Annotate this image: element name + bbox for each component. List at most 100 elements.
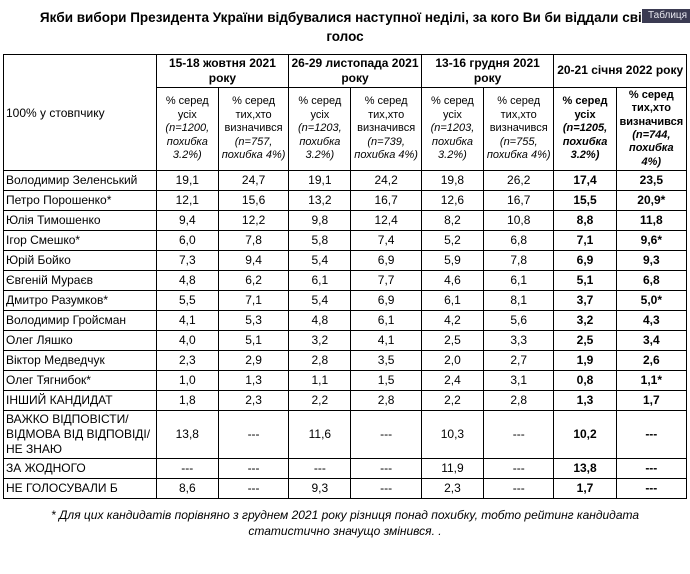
cell-value: 2,3 xyxy=(420,478,485,500)
subheader-row: % серед усіх (n=1200, похибка 3.2%) % се… xyxy=(4,86,688,172)
subheader-label: % серед тих,хто визначився xyxy=(224,95,283,135)
cell-value: 19,1 xyxy=(155,170,219,192)
subheader-jan-all: % серед усіх (n=1205, похибка 3.2%) xyxy=(553,86,617,172)
cell-value: 6,1 xyxy=(288,270,352,292)
cell-value: 2,3 xyxy=(155,350,219,372)
table-row: Олег Тягнибок* 1,0 1,3 1,1 1,5 2,4 3,1 0… xyxy=(3,370,688,392)
cell-value: 8,1 xyxy=(483,290,555,312)
cell-value: 7,1 xyxy=(553,230,617,252)
cell-value: 15,6 xyxy=(217,190,290,212)
cell-value: 5,4 xyxy=(288,290,352,312)
table-row: Юрій Бойко 7,3 9,4 5,4 6,9 5,9 7,8 6,9 9… xyxy=(3,250,688,272)
cell-candidate: Володимир Зеленський xyxy=(3,170,157,192)
cell-value: 11,6 xyxy=(288,410,352,460)
table-body: Володимир Зеленський 19,1 24,7 19,1 24,2… xyxy=(3,170,688,500)
cell-value: 16,7 xyxy=(483,190,555,212)
table-row: ВАЖКО ВІДПОВІСТИ/ ВІДМОВА ВІД ВІДПОВІДІ/… xyxy=(3,410,688,460)
cell-candidate: ЗА ЖОДНОГО xyxy=(3,458,157,480)
cell-value: 8,8 xyxy=(553,210,617,232)
cell-candidate: Юлія Тимошенко xyxy=(3,210,157,232)
table-row: Ігор Смешко* 6,0 7,8 5,8 7,4 5,2 6,8 7,1… xyxy=(3,230,688,252)
cell-value: 5,5 xyxy=(155,290,219,312)
cell-value: --- xyxy=(615,478,688,500)
cell-value: 7,1 xyxy=(217,290,290,312)
cell-value: 4,2 xyxy=(420,310,485,332)
cell-value: --- xyxy=(350,458,422,480)
cell-value: 5,1 xyxy=(217,330,290,352)
cell-value: 24,7 xyxy=(217,170,290,192)
cell-value: 6,1 xyxy=(420,290,485,312)
cell-candidate: Ігор Смешко* xyxy=(3,230,157,252)
table-row: Віктор Медведчук 2,3 2,9 2,8 3,5 2,0 2,7… xyxy=(3,350,688,372)
cell-value: 7,8 xyxy=(217,230,290,252)
subheader-label: % серед тих,хто визначився xyxy=(489,95,548,135)
cell-value: 1,7 xyxy=(553,478,617,500)
subheader-sample: (n=1200, похибка 3.2%) xyxy=(165,122,210,162)
subheader-sample: (n=755, похибка 4%) xyxy=(486,135,551,162)
cell-value: 2,5 xyxy=(553,330,617,352)
subheader-oct-all: % серед усіх (n=1200, похибка 3.2%) xyxy=(155,86,219,172)
subheader-dec-all: % серед усіх (n=1203, похибка 3.2%) xyxy=(420,86,485,172)
subheader-sample: (n=1203, похибка 3.2%) xyxy=(297,122,342,162)
cell-value: 2,7 xyxy=(483,350,555,372)
cell-value: 19,8 xyxy=(420,170,485,192)
cell-value: 5,6 xyxy=(483,310,555,332)
subheader-sample: (n=757, похибка 4%) xyxy=(221,135,286,162)
subheader-label: % серед усіх xyxy=(430,95,474,121)
cell-candidate: Петро Порошенко* xyxy=(3,190,157,212)
cell-value: 7,4 xyxy=(350,230,422,252)
cell-value: 4,6 xyxy=(420,270,485,292)
period-header-oct: 15-18 жовтня 2021 року xyxy=(155,53,290,88)
cell-value: 9,3 xyxy=(288,478,352,500)
subheader-nov-all: % серед усіх (n=1203, похибка 3.2%) xyxy=(288,86,352,172)
cell-value: 11,9 xyxy=(420,458,485,480)
cell-value: 6,2 xyxy=(217,270,290,292)
cell-value: 9,4 xyxy=(155,210,219,232)
cell-value: --- xyxy=(483,410,555,460)
cell-value: 2,0 xyxy=(420,350,485,372)
cell-value: 1,5 xyxy=(350,370,422,392)
cell-value: 2,8 xyxy=(350,390,422,412)
cell-value: 9,6* xyxy=(615,230,688,252)
cell-value: 1,7 xyxy=(615,390,688,412)
subheader-label: % серед усіх xyxy=(298,95,342,121)
subheader-oct-decided: % серед тих,хто визначився (n=757, похиб… xyxy=(217,86,290,172)
subheader-sample: (n=739, похибка 4%) xyxy=(354,135,418,162)
table-row: Володимир Гройсман 4,1 5,3 4,8 6,1 4,2 5… xyxy=(3,310,688,332)
cell-candidate: Євгеній Мураєв xyxy=(3,270,157,292)
cell-value: --- xyxy=(483,478,555,500)
table-row: Дмитро Разумков* 5,5 7,1 5,4 6,9 6,1 8,1… xyxy=(3,290,688,312)
cell-value: 1,0 xyxy=(155,370,219,392)
cell-value: 24,2 xyxy=(350,170,422,192)
cell-value: 9,3 xyxy=(615,250,688,272)
cell-candidate: Олег Тягнибок* xyxy=(3,370,157,392)
cell-value: 3,7 xyxy=(553,290,617,312)
cell-value: --- xyxy=(350,410,422,460)
cell-value: 11,8 xyxy=(615,210,688,232)
cell-value: 20,9* xyxy=(615,190,688,212)
period-header-nov: 26-29 листопада 2021 року xyxy=(288,53,422,88)
subheader-sample: (n=1205, похибка 3.2%) xyxy=(562,122,608,162)
cell-value: --- xyxy=(155,458,219,480)
cell-candidate: Юрій Бойко xyxy=(3,250,157,272)
cell-value: 12,4 xyxy=(350,210,422,232)
footnote: * Для цих кандидатів порівняно з груднем… xyxy=(50,508,640,539)
cell-value: 12,2 xyxy=(217,210,290,232)
cell-value: 7,7 xyxy=(350,270,422,292)
cell-value: 6,1 xyxy=(483,270,555,292)
subheader-sample: (n=744, похибка 4%) xyxy=(629,129,674,168)
cell-candidate: Олег Ляшко xyxy=(3,330,157,352)
cell-value: 1,3 xyxy=(553,390,617,412)
cell-value: 1,9 xyxy=(553,350,617,372)
cell-value: 5,3 xyxy=(217,310,290,332)
cell-value: 12,6 xyxy=(420,190,485,212)
cell-value: 2,2 xyxy=(288,390,352,412)
cell-value: 4,0 xyxy=(155,330,219,352)
cell-value: --- xyxy=(483,458,555,480)
cell-value: 1,1* xyxy=(615,370,688,392)
cell-value: 8,6 xyxy=(155,478,219,500)
cell-value: 0,8 xyxy=(553,370,617,392)
cell-value: 3,4 xyxy=(615,330,688,352)
cell-value: --- xyxy=(217,478,290,500)
subheader-nov-decided: % серед тих,хто визначився (n=739, похиб… xyxy=(350,86,422,172)
